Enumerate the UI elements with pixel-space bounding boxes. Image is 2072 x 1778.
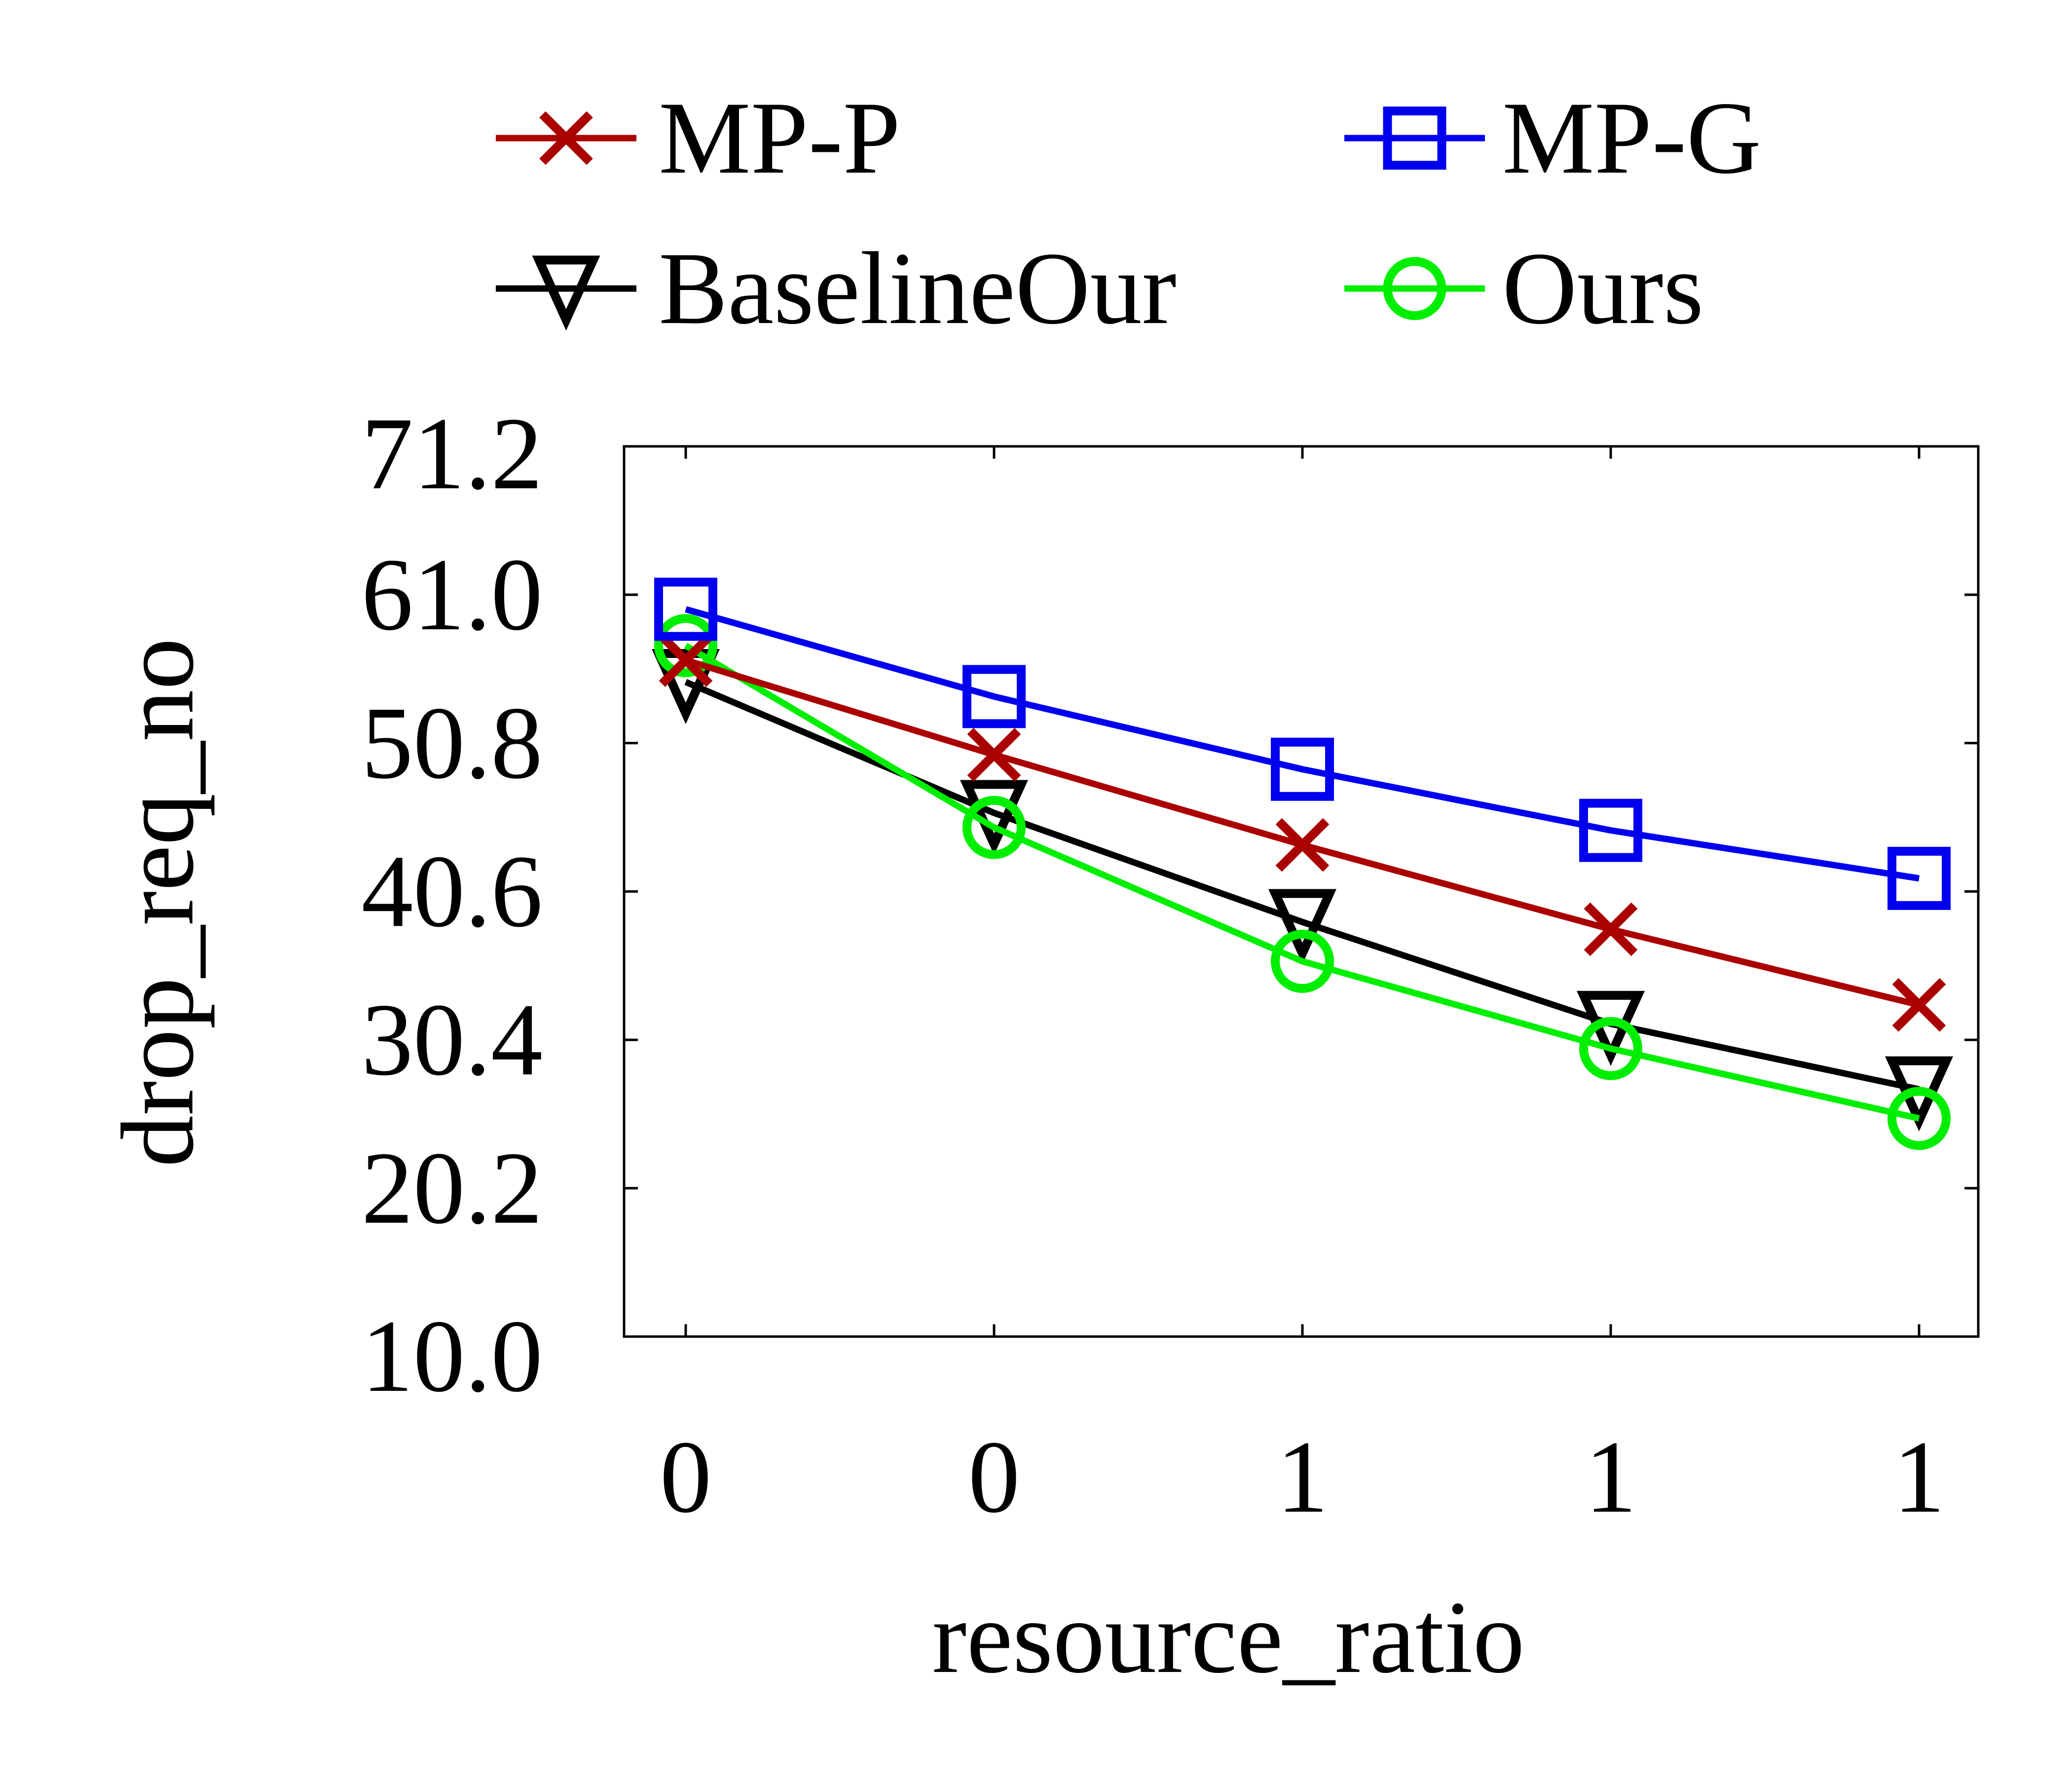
x-tick-label: 1: [1277, 1420, 1329, 1534]
data-point: [960, 780, 1028, 855]
legend-item-MP-P: MP-P: [496, 81, 900, 195]
legend-label: MP-P: [659, 81, 900, 195]
series-Ours: [654, 614, 1951, 1150]
legend-marker: [532, 255, 600, 331]
data-point: [654, 578, 717, 641]
x-tick-label: 1: [1893, 1420, 1945, 1534]
data-point: [1275, 818, 1330, 872]
data-point: [962, 665, 1026, 728]
legend-marker: [1383, 257, 1446, 320]
y-axis: 10.0 20.2 30.4 40.6 50.8 61.0 71.2: [362, 397, 1978, 1414]
y-tick-label: 61.0: [362, 538, 543, 652]
series-line: [684, 643, 1920, 1122]
data-point: [1268, 889, 1336, 964]
legend-label: Ours: [1502, 231, 1703, 346]
data-point: [1271, 737, 1334, 801]
x-tick-label: 0: [660, 1420, 712, 1534]
data-point: [654, 614, 717, 678]
y-tick-label: 71.2: [362, 397, 543, 511]
data-point: [659, 633, 713, 687]
data-point: [652, 649, 720, 725]
y-tick-label: 30.4: [362, 982, 543, 1097]
data-point: [1579, 798, 1642, 862]
legend-item-MP-G: MP-G: [1344, 81, 1761, 195]
legend-label: BaselineOur: [659, 231, 1177, 346]
legend-label: MP-G: [1502, 81, 1761, 195]
data-point: [1887, 846, 1951, 910]
legend-item-BaselineOur: BaselineOur: [496, 231, 1177, 346]
y-tick-label: 50.8: [362, 686, 543, 800]
data-point: [1579, 1017, 1642, 1081]
x-axis: 0 0 1 1 1: [660, 446, 1945, 1534]
plot-area: [623, 445, 1980, 1338]
series-MP-P: [659, 633, 1946, 1032]
x-tick-label: 0: [968, 1420, 1020, 1534]
series-line: [685, 606, 1920, 882]
data-point: [962, 796, 1026, 859]
legend: MP-P MP-G BaselineOur Ours: [496, 81, 1761, 346]
data-point: [967, 727, 1021, 782]
legend-item-Ours: Ours: [1344, 231, 1703, 346]
legend-marker: [1383, 107, 1446, 170]
data-point: [1584, 902, 1638, 956]
x-axis-label: resource_ratio: [932, 1580, 1524, 1695]
data-point: [1892, 978, 1946, 1032]
y-tick-label: 40.6: [362, 835, 543, 949]
x-tick-label: 1: [1585, 1420, 1637, 1534]
y-tick-label: 20.2: [362, 1131, 543, 1245]
y-axis-label: drop_req_no: [101, 638, 215, 1167]
series-MP-G: [654, 578, 1951, 910]
y-tick-label: 10.0: [362, 1299, 543, 1414]
data-point: [1271, 930, 1334, 993]
data-point: [1887, 1087, 1951, 1150]
legend-marker: [539, 111, 593, 165]
